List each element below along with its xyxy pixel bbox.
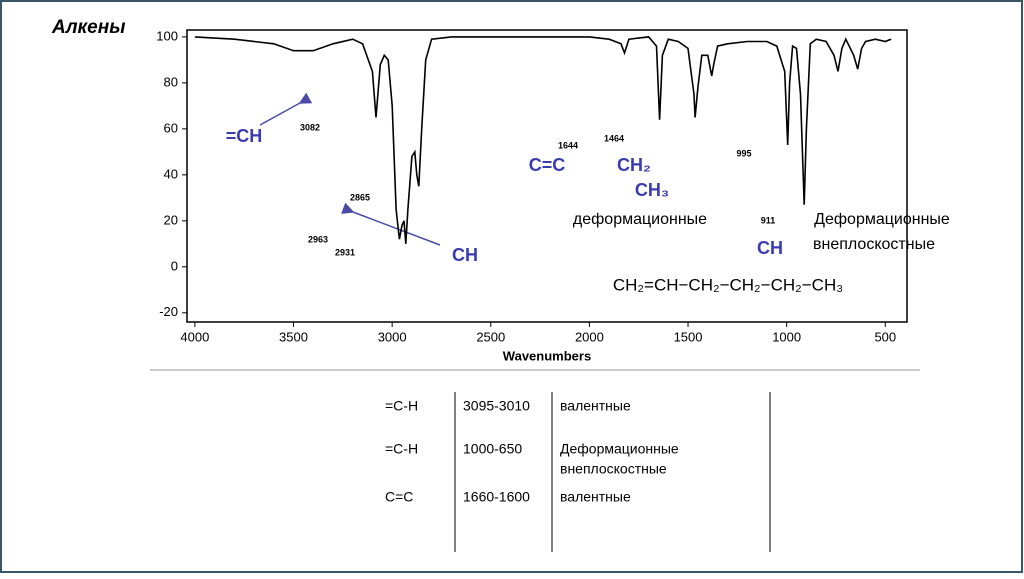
spectrum-line <box>194 36 892 244</box>
table-cell: C=C <box>385 489 413 505</box>
slide-title: Алкены <box>51 17 125 38</box>
table-cell: валентные <box>560 398 631 414</box>
peak-label: 3082 <box>300 122 320 132</box>
x-tick-label: 500 <box>874 329 896 344</box>
table-cell: 3095-3010 <box>463 398 530 414</box>
arrow <box>341 202 441 246</box>
x-tick-label: 1500 <box>674 329 703 344</box>
table-cell: внеплоскостные <box>560 461 667 477</box>
annotation: Деформационные <box>814 211 950 228</box>
y-tick-label: 80 <box>164 74 178 89</box>
annotation: C=C <box>529 155 566 175</box>
y-tick-label: 0 <box>171 258 178 273</box>
peak-label: 995 <box>736 148 751 158</box>
peak-label: 1644 <box>558 140 578 150</box>
x-tick-label: 4000 <box>180 329 209 344</box>
annotation: CH <box>757 238 783 258</box>
arrow <box>259 92 313 126</box>
peak-label: 911 <box>761 215 776 225</box>
annotation: CH₂ <box>617 155 651 175</box>
peak-label: 2931 <box>335 247 355 257</box>
x-tick-label: 2000 <box>575 329 604 344</box>
y-tick-label: 100 <box>156 28 178 43</box>
y-tick-label: -20 <box>159 304 178 319</box>
y-tick-label: 40 <box>164 166 178 181</box>
annotation: CH₂=CH−CH₂−CH₂−CH₂−CH₃ <box>613 275 843 294</box>
x-tick-label: 3500 <box>279 329 308 344</box>
annotation: деформационные <box>573 211 707 228</box>
x-tick-label: 3000 <box>378 329 407 344</box>
peak-label: 2963 <box>308 234 328 244</box>
y-tick-label: 60 <box>164 120 178 135</box>
table-cell: Деформационные <box>560 441 679 457</box>
peak-label: 1464 <box>604 133 624 143</box>
table-cell: =C-H <box>385 441 418 457</box>
peak-label: 2865 <box>350 192 370 202</box>
plot-frame <box>186 29 908 323</box>
table-cell: =C-H <box>385 398 418 414</box>
y-tick-label: 20 <box>164 212 178 227</box>
table-cell: 1660-1600 <box>463 489 530 505</box>
annotation: внеплоскостные <box>813 236 935 253</box>
table-cell: валентные <box>560 489 631 505</box>
x-tick-label: 2500 <box>476 329 505 344</box>
annotation: CH₃ <box>635 180 669 200</box>
annotation: CH <box>452 245 478 265</box>
x-axis-label: Wavenumbers <box>503 348 591 363</box>
x-tick-label: 1000 <box>772 329 801 344</box>
annotation: =CH <box>226 126 263 146</box>
table-cell: 1000-650 <box>463 441 522 457</box>
